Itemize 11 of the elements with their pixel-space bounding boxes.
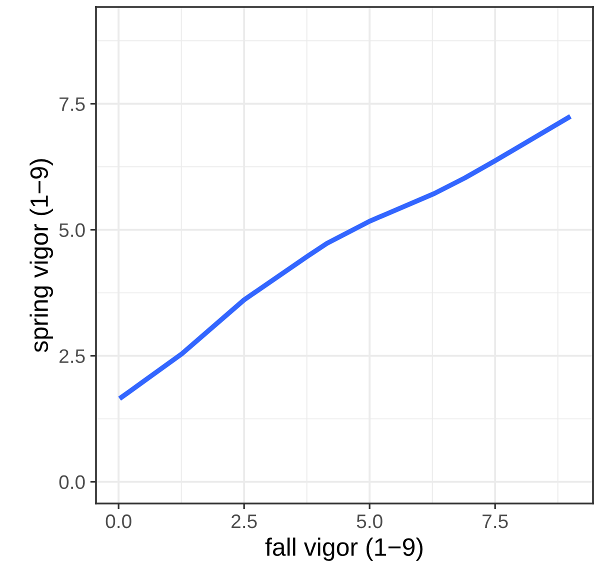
y-tick-label: 2.5 bbox=[60, 349, 85, 364]
y-tick-label: 5.0 bbox=[59, 223, 85, 238]
y-tick-label: 7.5 bbox=[60, 97, 85, 112]
x-axis-title: fall vigor (1−9) bbox=[265, 538, 422, 561]
y-axis-title: spring vigor (1−9) bbox=[30, 159, 53, 352]
x-tick-label: 2.5 bbox=[232, 514, 257, 528]
line-series bbox=[117, 114, 573, 402]
x-tick-label: 0.0 bbox=[106, 514, 132, 528]
x-tick-label: 5.0 bbox=[356, 514, 382, 528]
y-tick-label: 0.0 bbox=[59, 475, 85, 490]
x-tick-label: 7.5 bbox=[482, 514, 508, 528]
